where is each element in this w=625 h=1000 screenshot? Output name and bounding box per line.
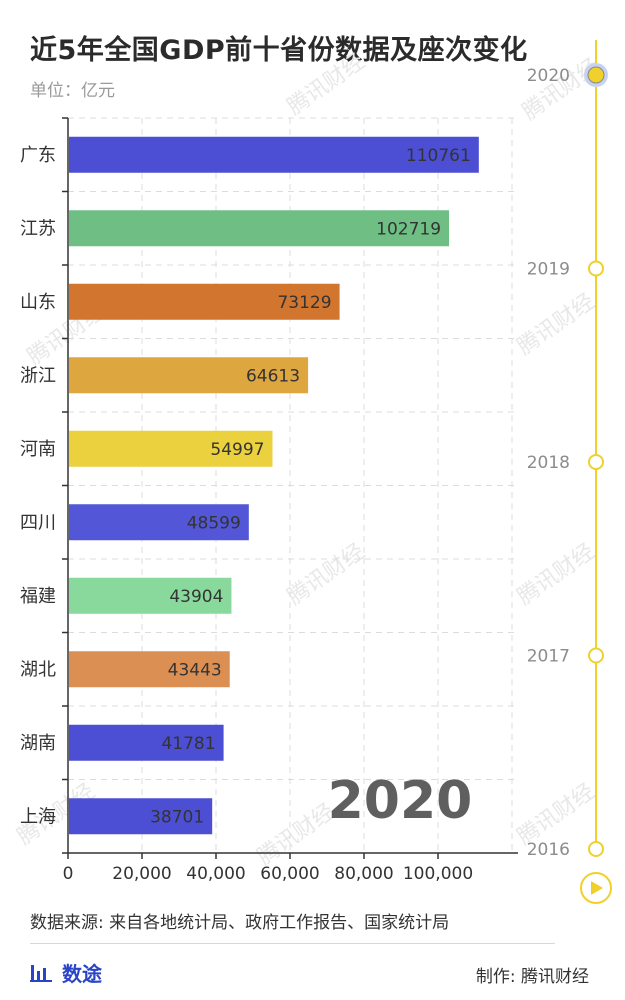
bar-江苏[interactable] <box>69 210 450 247</box>
x-tick-label: 60,000 <box>260 864 319 884</box>
bar-value-label: 41781 <box>161 734 215 754</box>
bar-value-label: 64613 <box>246 366 300 386</box>
brand-logo[interactable]: 数途 <box>30 958 102 987</box>
chart-title: 近5年全国GDP前十省份数据及座次变化 <box>30 35 528 66</box>
current-year-label: 2020 <box>328 771 473 831</box>
bar-value-label: 54997 <box>210 440 264 460</box>
year-timeline: 2020 2019 2018 2017 2016 <box>527 40 612 904</box>
timeline-year-label[interactable]: 2016 <box>527 840 570 860</box>
category-label: 浙江 <box>20 365 56 386</box>
play-icon <box>591 881 603 895</box>
credit-label: 制作: 腾讯财经 <box>475 967 589 987</box>
watermark-text: 腾讯财经 <box>283 49 369 120</box>
data-source: 数据来源: 来自各地统计局、政府工作报告、国家统计局 <box>30 913 450 933</box>
bar-浙江[interactable] <box>69 357 309 394</box>
bar-湖南[interactable] <box>69 724 224 761</box>
watermark-text: 腾讯财经 <box>513 539 599 610</box>
bar-value-label: 102719 <box>376 219 441 239</box>
timeline-node-2016[interactable] <box>588 841 604 857</box>
play-button[interactable] <box>580 872 612 904</box>
timeline-year-label[interactable]: 2020 <box>527 66 570 86</box>
bar-value-label: 43443 <box>168 660 222 680</box>
bar-chart-icon <box>30 964 52 982</box>
x-tick-label: 20,000 <box>112 864 171 884</box>
category-label: 湖北 <box>20 659 56 680</box>
watermark-text: 腾讯财经 <box>253 799 339 870</box>
bar-河南[interactable] <box>69 430 273 467</box>
bar-湖北[interactable] <box>69 651 230 688</box>
bar-value-label: 43904 <box>169 587 223 607</box>
bar-山东[interactable] <box>69 283 340 320</box>
x-tick-label: 80,000 <box>334 864 393 884</box>
x-tick-label: 40,000 <box>186 864 245 884</box>
bar-广东[interactable] <box>69 136 479 173</box>
brand-name: 数途 <box>62 962 102 986</box>
bar-value-label: 38701 <box>150 807 204 827</box>
timeline-node-2017[interactable] <box>588 647 604 664</box>
bar-福建[interactable] <box>69 577 232 614</box>
timeline-year-label[interactable]: 2017 <box>527 647 570 667</box>
category-label: 四川 <box>20 512 56 533</box>
category-label: 江苏 <box>20 218 56 239</box>
category-label: 河南 <box>20 439 56 460</box>
timeline-year-label[interactable]: 2018 <box>527 453 570 473</box>
timeline-node-2020[interactable] <box>587 66 605 84</box>
x-tick-label: 0 <box>63 864 74 884</box>
timeline-node-2018[interactable] <box>588 454 604 470</box>
category-label: 福建 <box>20 586 56 607</box>
footer-divider <box>30 943 555 944</box>
category-label: 山东 <box>20 292 56 313</box>
bar-value-label: 110761 <box>406 146 471 166</box>
bar-四川[interactable] <box>69 504 249 541</box>
watermark-text: 腾讯财经 <box>283 539 369 610</box>
bars-group: 110761 102719 73129 64613 54997 48599 43904 434… <box>69 136 479 835</box>
bar-上海[interactable] <box>69 798 213 835</box>
timeline-year-label[interactable]: 2019 <box>527 260 570 280</box>
unit-label: 单位：亿元 <box>30 81 115 101</box>
bar-value-label: 73129 <box>277 293 331 313</box>
category-label: 上海 <box>20 806 56 827</box>
category-label: 广东 <box>20 145 56 166</box>
timeline-node-2019[interactable] <box>588 260 604 277</box>
bar-value-label: 48599 <box>187 513 241 533</box>
x-tick-label: 100,000 <box>403 864 473 884</box>
category-label: 湖南 <box>20 733 56 754</box>
watermark-text: 腾讯财经 <box>513 289 599 360</box>
